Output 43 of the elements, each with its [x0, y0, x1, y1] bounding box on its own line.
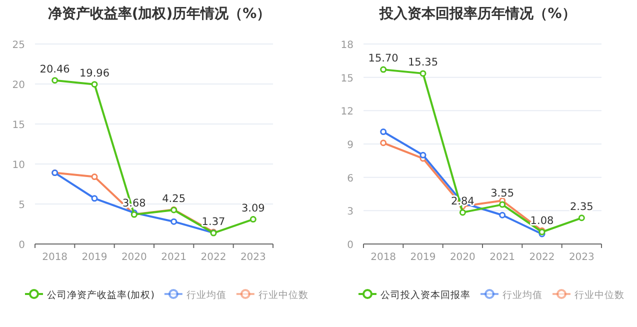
- y-tick-label: 6: [347, 173, 354, 184]
- y-tick-label: 15: [340, 73, 354, 84]
- x-tick-label: 2023: [240, 252, 266, 263]
- x-tick-label: 2019: [410, 252, 436, 263]
- chart-title: 投入资本回报率历年情况（%）: [378, 5, 576, 22]
- data-label: 2.35: [570, 200, 594, 213]
- y-tick-label: 10: [12, 160, 25, 171]
- data-label: 4.25: [162, 193, 186, 205]
- y-tick-label: 12: [340, 106, 354, 118]
- y-tick-label: 9: [347, 140, 354, 151]
- x-tick-label: 2019: [82, 252, 108, 263]
- legend-label: 公司净资产收益率(加权): [47, 289, 154, 301]
- y-tick-label: 5: [18, 200, 25, 211]
- legend-label: 行业中位数: [574, 289, 624, 301]
- data-label: 19.96: [79, 67, 110, 80]
- y-tick-label: 0: [347, 240, 354, 251]
- data-label: 15.35: [408, 56, 438, 68]
- data-label: 15.70: [368, 52, 398, 65]
- y-tick-label: 20: [12, 80, 25, 91]
- x-tick-label: 2018: [42, 252, 68, 263]
- x-tick-label: 2021: [490, 252, 516, 263]
- data-label: 3.09: [241, 202, 265, 214]
- y-tick-label: 0: [18, 240, 25, 251]
- x-tick-label: 2021: [161, 252, 187, 263]
- y-tick-label: 18: [340, 40, 354, 51]
- x-tick-label: 2020: [121, 252, 147, 263]
- y-tick-label: 25: [12, 40, 25, 51]
- legend-label: 行业均值: [502, 289, 542, 301]
- x-tick-label: 2018: [370, 252, 396, 263]
- legend-label: 行业中位数: [258, 289, 308, 301]
- x-tick-label: 2022: [529, 252, 555, 263]
- x-tick-label: 2020: [450, 252, 476, 263]
- x-tick-label: 2022: [200, 252, 226, 263]
- y-tick-label: 15: [12, 120, 25, 131]
- chart-title: 净资产收益率(加权)历年情况（%）: [48, 5, 271, 22]
- legend-label: 行业均值: [186, 289, 226, 301]
- data-label: 1.08: [530, 215, 554, 227]
- data-label: 1.37: [202, 216, 226, 228]
- data-label: 3.55: [490, 188, 514, 200]
- x-tick-label: 2023: [568, 252, 594, 263]
- data-label: 20.46: [40, 63, 70, 76]
- y-tick-label: 3: [347, 206, 354, 218]
- legend-label: 公司投入资本回报率: [380, 289, 470, 301]
